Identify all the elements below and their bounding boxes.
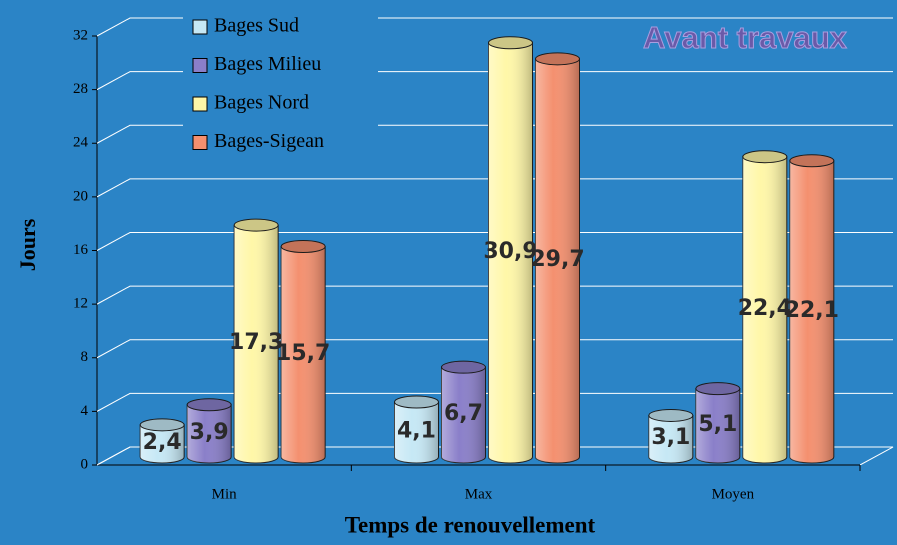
y-tick-label: 24: [73, 135, 89, 151]
bar-top: [394, 395, 439, 409]
bar: [441, 360, 486, 464]
y-tick-label: 4: [81, 403, 89, 419]
legend-label: Bages Nord: [214, 92, 309, 114]
value-label: 2,4: [143, 430, 182, 455]
value-label: 30,9: [483, 239, 537, 264]
y-tick-label: 0: [81, 456, 89, 472]
bar-shade: [648, 415, 693, 464]
bar-shade: [187, 404, 232, 464]
bar-top: [648, 408, 694, 422]
value-label: 29,7: [530, 247, 584, 272]
bar-shade: [535, 58, 580, 464]
bar: [280, 240, 326, 464]
bar: [742, 150, 788, 464]
legend-swatch: [192, 135, 208, 150]
bar: [233, 218, 279, 464]
y-tick-label: 32: [73, 27, 88, 43]
bar-top: [233, 218, 279, 232]
grid-line: [96, 232, 893, 251]
bar: [648, 408, 694, 464]
bar: [186, 398, 232, 464]
y-axis-label: Jours: [15, 218, 40, 271]
bar-shade: [140, 424, 185, 464]
grid-line: [96, 71, 893, 91]
bar: [789, 154, 835, 464]
x-tick-label: Max: [465, 486, 493, 502]
bar-top: [535, 52, 580, 66]
grid-line: [96, 285, 893, 305]
legend-box: [183, 10, 378, 162]
value-label: 15,7: [276, 341, 330, 366]
y-tick-label: 8: [81, 349, 89, 365]
legend-swatch: [192, 96, 208, 112]
y-tick-label: 28: [73, 81, 88, 97]
y-tick-label: 12: [73, 296, 88, 312]
bar: [394, 395, 439, 464]
y-tick-label: 16: [73, 242, 89, 258]
bar: [139, 418, 185, 464]
value-label: 22,1: [785, 298, 839, 323]
value-label: 3,1: [651, 425, 690, 450]
bar-top: [789, 154, 835, 168]
x-tick-label: Min: [212, 486, 238, 502]
chart-title: Avant travaux: [643, 20, 848, 55]
legend-swatch: [192, 58, 208, 73]
value-label: 22,4: [738, 296, 792, 321]
bar-top: [441, 360, 486, 374]
bar-shade: [441, 367, 486, 464]
bar-top: [139, 418, 185, 432]
value-label: 4,1: [397, 419, 436, 444]
legend-swatch: [192, 19, 208, 35]
bar-top: [280, 240, 326, 254]
bar-top: [695, 382, 741, 396]
grid-line: [96, 124, 893, 144]
value-label: 6,7: [444, 401, 483, 426]
bar-shade: [394, 402, 439, 464]
bar-top: [742, 150, 788, 164]
grid-line: [96, 17, 893, 37]
grid-line: [96, 178, 893, 198]
bar: [488, 36, 533, 464]
bar-top: [488, 36, 533, 50]
bar: [535, 52, 580, 464]
x-tick-label: Moyen: [712, 486, 755, 502]
bar-top: [186, 398, 232, 412]
bar-shade: [234, 225, 279, 463]
grid-line: [96, 392, 893, 412]
bar-shade: [488, 42, 533, 464]
legend-label: Bages Sud: [214, 15, 299, 37]
bar-shade: [789, 160, 834, 464]
bar: [695, 382, 741, 464]
legend-label: Bages Milieu: [214, 53, 321, 75]
grid-line: [96, 339, 893, 359]
value-label: 5,1: [698, 412, 737, 437]
bar-shade: [742, 156, 787, 464]
grid-line: [96, 446, 893, 466]
value-label: 17,3: [229, 330, 283, 355]
x-axis-label: Temps de renouvellement: [345, 512, 596, 537]
legend-label: Bages-Sigean: [214, 130, 324, 152]
bar-shade: [695, 388, 740, 464]
y-tick-label: 20: [73, 188, 88, 204]
bar-shade: [281, 246, 326, 464]
value-label: 3,9: [190, 420, 229, 445]
